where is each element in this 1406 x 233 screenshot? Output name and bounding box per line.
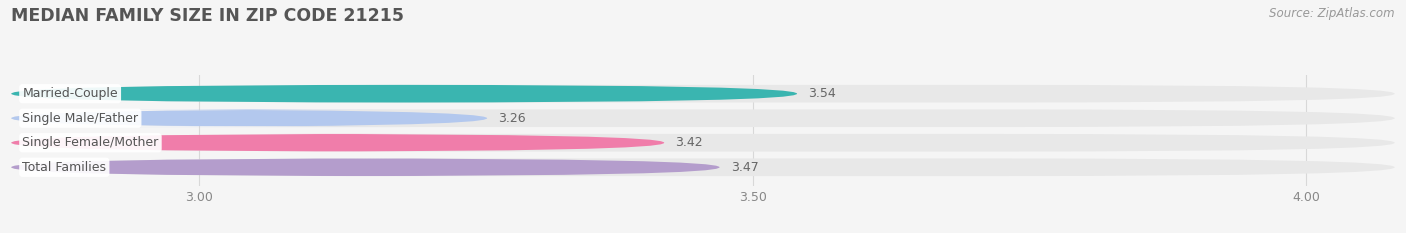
Text: Total Families: Total Families [22, 161, 107, 174]
Text: 3.26: 3.26 [498, 112, 526, 125]
FancyBboxPatch shape [11, 158, 1395, 176]
Text: Married-Couple: Married-Couple [22, 87, 118, 100]
FancyBboxPatch shape [11, 134, 664, 152]
Text: MEDIAN FAMILY SIZE IN ZIP CODE 21215: MEDIAN FAMILY SIZE IN ZIP CODE 21215 [11, 7, 405, 25]
FancyBboxPatch shape [11, 85, 1395, 103]
FancyBboxPatch shape [11, 109, 486, 127]
Text: Source: ZipAtlas.com: Source: ZipAtlas.com [1270, 7, 1395, 20]
FancyBboxPatch shape [11, 85, 797, 103]
FancyBboxPatch shape [11, 109, 1395, 127]
Text: Single Male/Father: Single Male/Father [22, 112, 138, 125]
Text: 3.42: 3.42 [675, 136, 703, 149]
FancyBboxPatch shape [11, 134, 1395, 152]
Text: 3.47: 3.47 [731, 161, 758, 174]
FancyBboxPatch shape [11, 158, 720, 176]
Text: Single Female/Mother: Single Female/Mother [22, 136, 159, 149]
Text: 3.54: 3.54 [808, 87, 837, 100]
